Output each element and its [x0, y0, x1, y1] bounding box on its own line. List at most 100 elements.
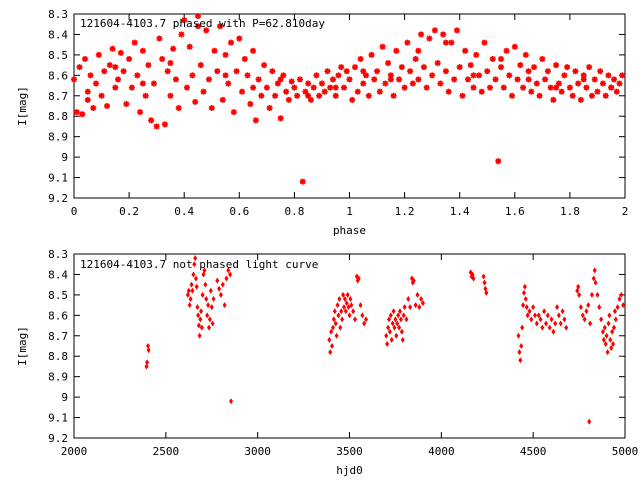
- phased-data-point: [407, 68, 414, 75]
- unphased-data-point: [387, 328, 392, 335]
- phased-data-point: [175, 105, 182, 112]
- unphased-data-point: [617, 295, 622, 302]
- phased-data-point: [401, 84, 408, 91]
- phased-data-point: [329, 76, 336, 83]
- phased-ytick-label: 8.7: [48, 90, 68, 103]
- unphased-chart-title: 121604-4103.7 not phased light curve: [80, 258, 318, 271]
- unphased-data-point: [597, 304, 602, 311]
- unphased-data-point: [215, 277, 220, 284]
- phased-data-point: [340, 84, 347, 91]
- phased-data-point: [448, 39, 455, 46]
- phased-data-point: [445, 88, 452, 95]
- phased-data-point: [610, 76, 617, 83]
- unphased-data-point: [341, 304, 346, 311]
- unphased-data-point: [188, 295, 193, 302]
- phased-data-point: [412, 55, 419, 62]
- phased-data-point: [371, 76, 378, 83]
- phased-data-point: [126, 55, 133, 62]
- unphased-data-point: [517, 349, 522, 356]
- phased-data-point: [553, 84, 560, 91]
- phased-data-point: [511, 43, 518, 50]
- phased-xtick-label: 1.6: [505, 205, 525, 218]
- unphased-xtick-label: 3500: [336, 445, 363, 458]
- unphased-data-point: [193, 275, 198, 282]
- unphased-data-point: [578, 304, 583, 311]
- phased-xtick-label: 0.6: [229, 205, 249, 218]
- phased-data-point: [398, 64, 405, 71]
- unphased-data-point: [401, 312, 406, 319]
- phased-data-point: [533, 80, 540, 87]
- unphased-data-point: [349, 302, 354, 309]
- unphased-data-point: [542, 308, 547, 315]
- phased-data-point: [106, 62, 113, 69]
- unphased-data-point: [388, 312, 393, 319]
- phased-data-point: [305, 80, 312, 87]
- unphased-data-point: [145, 359, 150, 366]
- unphased-data-point: [556, 312, 561, 319]
- phased-data-point: [588, 92, 595, 99]
- unphased-data-point: [208, 287, 213, 294]
- unphased-data-point: [196, 322, 201, 329]
- phased-data-point: [120, 68, 127, 75]
- unphased-data-point: [341, 291, 346, 298]
- unphased-data-point: [339, 308, 344, 315]
- phased-data-point: [616, 80, 623, 87]
- phased-data-point: [374, 68, 381, 75]
- phased-data-point: [440, 31, 447, 38]
- unphased-data-point: [207, 316, 212, 323]
- unphased-data-point: [613, 316, 618, 323]
- unphased-data-point: [390, 320, 395, 327]
- phased-data-point: [277, 76, 284, 83]
- phased-ytick-label: 8.4: [48, 28, 68, 41]
- phased-data-point: [153, 123, 160, 130]
- unphased-data-point: [389, 336, 394, 343]
- unphased-data-point: [203, 281, 208, 288]
- unphased-data-point: [544, 320, 549, 327]
- unphased-ytick-label: 8.8: [48, 350, 68, 363]
- unphased-data-point: [229, 398, 234, 405]
- phased-data-point: [272, 92, 279, 99]
- unphased-data-point: [328, 349, 333, 356]
- phased-data-point: [79, 111, 86, 118]
- unphased-ytick-label: 8.9: [48, 371, 68, 384]
- unphased-data-point: [420, 300, 425, 307]
- phased-data-point: [87, 72, 94, 79]
- phased-data-point: [313, 72, 320, 79]
- phased-data-point: [194, 13, 201, 20]
- unphased-data-point: [218, 291, 223, 298]
- phased-ytick-label: 9.1: [48, 172, 68, 185]
- phased-data-point: [156, 35, 163, 42]
- unphased-data-point: [335, 302, 340, 309]
- phased-data-point: [547, 84, 554, 91]
- phased-xtick-label: 2: [622, 205, 629, 218]
- unphased-data-point: [558, 320, 563, 327]
- phased-data-point: [349, 96, 356, 103]
- unphased-data-point: [353, 316, 358, 323]
- phased-data-point: [357, 55, 364, 62]
- phased-data-point: [475, 72, 482, 79]
- unphased-data-point: [362, 320, 367, 327]
- phased-data-point: [470, 84, 477, 91]
- phased-data-point: [431, 27, 438, 34]
- unphased-data-point: [553, 320, 558, 327]
- unphased-data-point: [521, 302, 526, 309]
- unphased-data-point: [398, 316, 403, 323]
- phased-data-point: [161, 121, 168, 128]
- unphased-data-point: [606, 320, 611, 327]
- phased-data-point: [553, 62, 560, 69]
- unphased-ytick-label: 8.6: [48, 309, 68, 322]
- phased-data-point: [115, 76, 122, 83]
- phased-data-point: [426, 35, 433, 42]
- phased-data-point: [346, 76, 353, 83]
- unphased-data-point: [400, 336, 405, 343]
- unphased-xtick-label: 2000: [61, 445, 88, 458]
- phased-data-point: [134, 72, 141, 79]
- phased-data-point: [84, 96, 91, 103]
- unphased-data-point: [551, 328, 556, 335]
- phased-data-point: [250, 84, 257, 91]
- phased-chart-title: 121604-4103.7 phased with P=62.810day: [80, 17, 325, 30]
- phased-data-point: [324, 68, 331, 75]
- phased-data-point: [580, 76, 587, 83]
- phased-data-point: [307, 96, 314, 103]
